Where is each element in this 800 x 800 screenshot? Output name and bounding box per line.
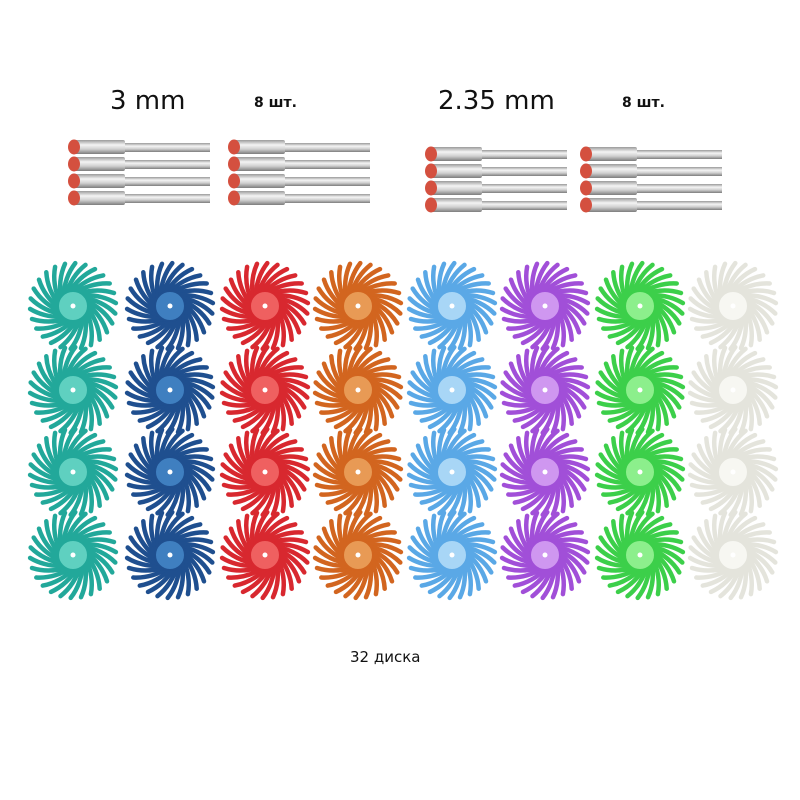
disc-hole (449, 552, 455, 558)
shank-size: 2.35 mm (438, 86, 555, 116)
disc-hole (70, 303, 76, 309)
mandrel-shaft (630, 184, 722, 193)
disc-hole (355, 469, 361, 475)
disc-hole (70, 552, 76, 558)
mandrel-tip (68, 156, 80, 172)
mandrel-collar (73, 174, 125, 188)
mandrel-collar (430, 181, 482, 195)
mandrel-collar (585, 198, 637, 212)
mandrel-collar (233, 191, 285, 205)
disc-hole (167, 552, 173, 558)
mandrel-tip (68, 173, 80, 189)
disc-hole (355, 552, 361, 558)
mandrel-shaft (278, 177, 370, 186)
mandrel-shaft (118, 143, 210, 152)
disc-hole (262, 303, 268, 309)
disc-hole (167, 303, 173, 309)
mandrel-shaft (118, 160, 210, 169)
mandrel-collar (233, 157, 285, 171)
mandrel-collar (430, 198, 482, 212)
mandrel-shaft (475, 150, 567, 159)
count: 8 шт. (254, 95, 297, 111)
mandrel-collar (233, 140, 285, 154)
mandrel-tip (228, 173, 240, 189)
mandrel-collar (430, 147, 482, 161)
mandrel-shaft (630, 201, 722, 210)
disc-hole (730, 469, 736, 475)
mandrel-shaft (278, 160, 370, 169)
mandrel-collar (73, 191, 125, 205)
disc-hole (637, 552, 643, 558)
disc-hole (70, 469, 76, 475)
mandrel-shaft (630, 150, 722, 159)
disc-hole (355, 303, 361, 309)
disc-hole (355, 387, 361, 393)
mandrel-tip (68, 190, 80, 206)
disc-hole (542, 387, 548, 393)
mandrel-collar (585, 181, 637, 195)
disc-hole (637, 303, 643, 309)
disc-hole (167, 387, 173, 393)
mandrel-collar (73, 157, 125, 171)
mandrel-collar (430, 164, 482, 178)
mandrel-shaft (475, 201, 567, 210)
disc-hole (637, 387, 643, 393)
mandrel-shaft (118, 194, 210, 203)
disc-hole (542, 552, 548, 558)
disc-hole (449, 469, 455, 475)
mandrel-tip (580, 163, 592, 179)
disc-hole (262, 387, 268, 393)
disc-hole (730, 387, 736, 393)
disc-hole (730, 552, 736, 558)
mandrel-shaft (630, 167, 722, 176)
mandrel-collar (233, 174, 285, 188)
disc-hole (542, 303, 548, 309)
mandrel-collar (585, 164, 637, 178)
mandrel-shaft (475, 184, 567, 193)
mandrel-shaft (278, 143, 370, 152)
mandrel-tip (425, 197, 437, 213)
disc-hole (449, 303, 455, 309)
shank-size: 3 mm (110, 86, 186, 116)
mandrel-tip (68, 139, 80, 155)
mandrel-tip (228, 139, 240, 155)
mandrel-collar (73, 140, 125, 154)
mandrel-collar (585, 147, 637, 161)
mandrel-tip (228, 156, 240, 172)
mandrel-shaft (475, 167, 567, 176)
disc-hole (449, 387, 455, 393)
mandrel-tip (580, 146, 592, 162)
disc-hole (70, 387, 76, 393)
count: 8 шт. (622, 95, 665, 111)
disc-hole (167, 469, 173, 475)
disc-hole (542, 469, 548, 475)
disc-hole (637, 469, 643, 475)
mandrel-tip (425, 163, 437, 179)
mandrel-shaft (278, 194, 370, 203)
disc-hole (730, 303, 736, 309)
disc-hole (262, 469, 268, 475)
mandrel-shaft (118, 177, 210, 186)
disc-hole (262, 552, 268, 558)
mandrel-tip (580, 180, 592, 196)
mandrel-tip (580, 197, 592, 213)
mandrel-tip (425, 180, 437, 196)
disc-count: 32 диска (350, 648, 421, 666)
mandrel-tip (228, 190, 240, 206)
mandrel-tip (425, 146, 437, 162)
